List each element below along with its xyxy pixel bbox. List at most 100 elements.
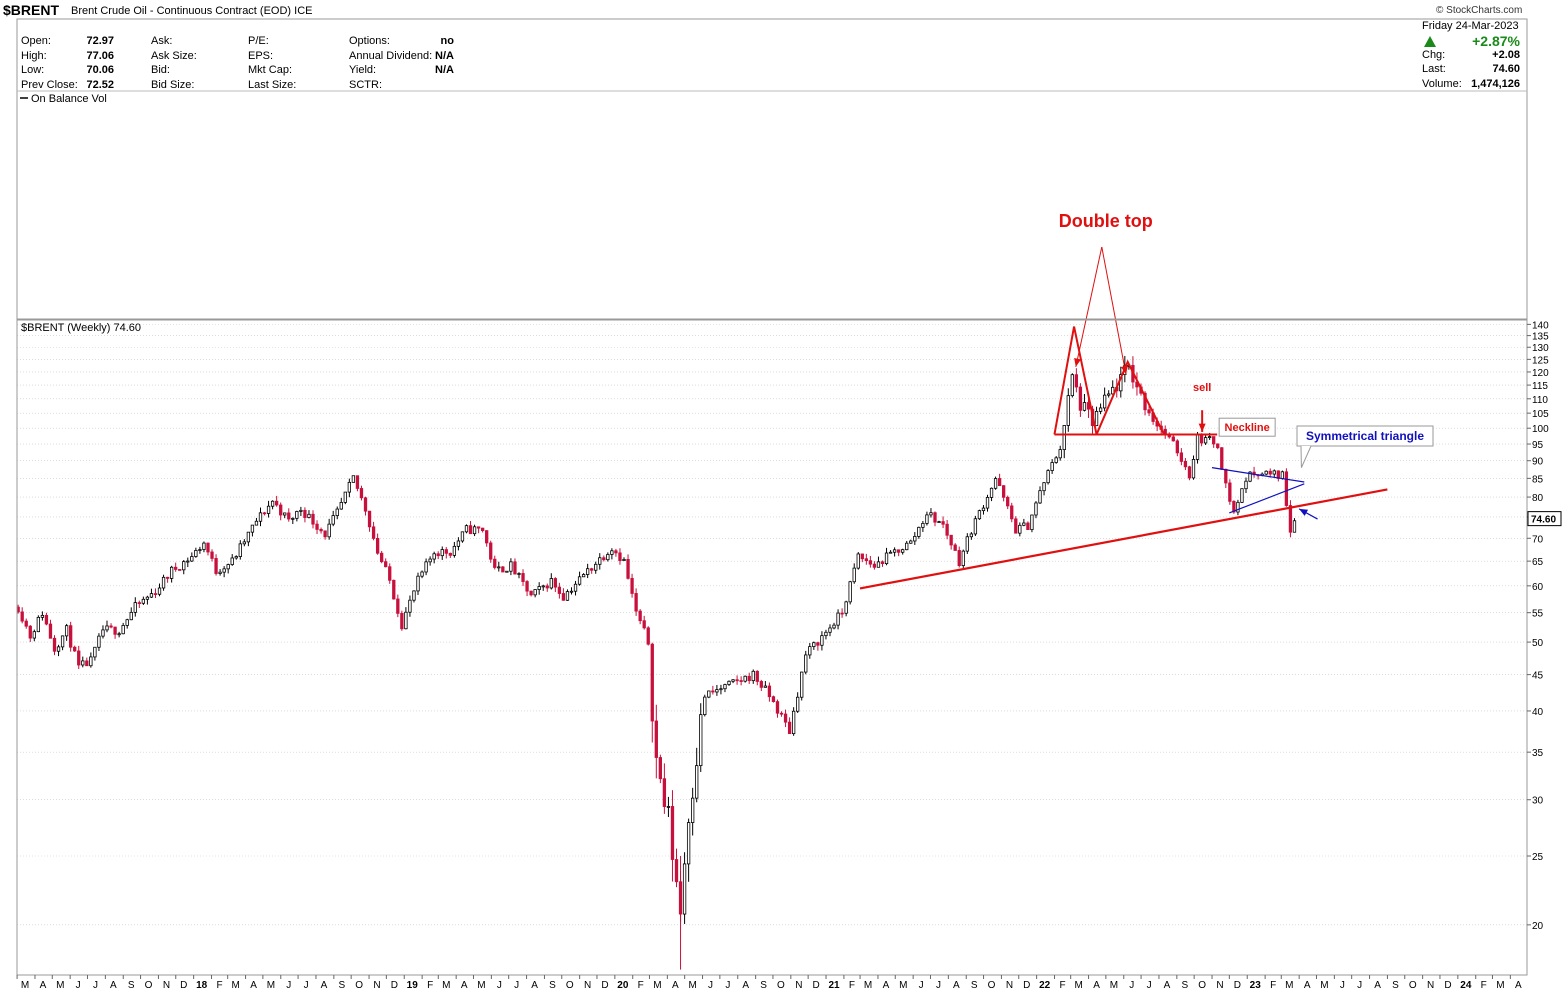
double-top-arrow-2-head xyxy=(1120,365,1128,375)
candle-body xyxy=(880,561,885,565)
candle-body xyxy=(444,549,448,554)
candle-body xyxy=(868,560,873,565)
candle-body xyxy=(1058,449,1062,459)
candle-body xyxy=(703,696,707,716)
x-tick-label: S xyxy=(339,980,346,991)
last-value: 74.60 xyxy=(1492,63,1520,75)
candle-body xyxy=(347,481,352,493)
candle-body xyxy=(73,646,77,652)
x-tick-label: O xyxy=(1409,980,1417,991)
x-tick-label: 23 xyxy=(1250,980,1262,991)
chg-value: +2.08 xyxy=(1492,49,1520,61)
candle-body xyxy=(129,611,133,621)
double-top-arrow-1-head xyxy=(1074,358,1081,367)
candle-body xyxy=(888,551,893,554)
candle-body xyxy=(254,520,259,526)
x-tick-label: 20 xyxy=(617,980,629,991)
candle-body xyxy=(505,570,509,573)
x-tick-label: A xyxy=(1374,980,1381,991)
last-price-tag-label: 74.60 xyxy=(1531,515,1556,526)
stat-label: Last Size: xyxy=(248,78,297,91)
candle-body xyxy=(1082,402,1087,411)
y-tick-label: 60 xyxy=(1532,582,1544,593)
candle-body xyxy=(590,568,594,571)
x-tick-label: F xyxy=(849,980,855,991)
candle-body xyxy=(816,642,820,646)
stat-value: N/A xyxy=(435,64,454,76)
candle-body xyxy=(121,625,125,635)
candle-body xyxy=(178,569,182,571)
candle-body xyxy=(206,542,210,553)
candle-body xyxy=(1070,374,1074,397)
candle-body xyxy=(335,508,339,517)
candle-body xyxy=(133,602,137,613)
candle-body xyxy=(602,557,606,561)
candle-body xyxy=(339,501,343,510)
axes: On Balance Vol $BRENT (Weekly) 74.60 20 25 3… xyxy=(16,18,1562,991)
y-tick-label: 55 xyxy=(1532,609,1544,620)
candle-body xyxy=(77,650,81,666)
candle-body xyxy=(424,561,428,573)
candle-body xyxy=(1175,440,1179,454)
double-top-first-peak xyxy=(1053,326,1098,435)
candle-body xyxy=(747,675,751,682)
candle-body xyxy=(283,512,287,516)
x-tick-label: O xyxy=(355,980,363,991)
candle-body xyxy=(852,567,856,583)
candle-body xyxy=(739,680,743,682)
triangle-upper-line xyxy=(1211,467,1305,483)
candle-body xyxy=(279,504,283,516)
x-tick-label: A xyxy=(672,980,679,991)
y-tick-label: 70 xyxy=(1532,534,1544,545)
candle-body xyxy=(501,566,505,573)
candle-body xyxy=(529,590,533,596)
candle-body xyxy=(97,635,101,648)
candle-body xyxy=(658,757,663,780)
candle-body xyxy=(307,513,311,518)
y-tick-label: 125 xyxy=(1532,355,1549,366)
candle-body xyxy=(945,523,949,536)
candle-body xyxy=(610,550,614,555)
y-tick-label: 35 xyxy=(1532,748,1544,759)
candle-body xyxy=(1022,522,1026,526)
x-tick-label: M xyxy=(267,980,275,991)
candle-body xyxy=(933,512,937,523)
instrument-description: Brent Crude Oil - Continuous Contract (E… xyxy=(71,5,292,17)
x-tick-label: D xyxy=(1023,980,1030,991)
stat-value: 77.06 xyxy=(86,49,114,62)
candle-body xyxy=(161,576,166,589)
candle-body xyxy=(949,534,953,546)
x-tick-label: J xyxy=(1340,980,1345,991)
x-tick-label: D xyxy=(1234,980,1241,991)
candle-body xyxy=(513,561,517,575)
candle-body xyxy=(174,566,178,570)
candle-body xyxy=(1111,386,1115,395)
candle-body xyxy=(1014,518,1018,534)
x-tick-label: M xyxy=(899,980,907,991)
y-tick-label: 80 xyxy=(1532,493,1544,504)
quote-date: Friday 24-Mar-2023 xyxy=(1422,20,1519,32)
candle-body xyxy=(452,545,457,556)
x-tick-label: D xyxy=(391,980,398,991)
candle-body xyxy=(165,576,170,579)
candle-body xyxy=(1199,433,1204,444)
x-tick-label: M xyxy=(477,980,485,991)
candle-body xyxy=(416,575,420,592)
candle-body xyxy=(751,670,755,682)
candle-body xyxy=(60,635,65,648)
candle-body xyxy=(767,685,772,698)
symbol-title: $BRENT xyxy=(3,2,60,18)
candle-body xyxy=(832,624,836,629)
double-top-second-peak xyxy=(1095,359,1165,435)
candle-body xyxy=(533,589,537,596)
candle-body xyxy=(925,514,929,524)
candle-body xyxy=(214,558,218,574)
candle-body xyxy=(775,701,780,714)
neckline-label: Neckline xyxy=(1225,422,1270,434)
candle-body xyxy=(953,544,957,551)
x-tick-label: 24 xyxy=(1460,980,1472,991)
candle-body xyxy=(1183,461,1188,468)
candle-body xyxy=(1034,502,1038,516)
x-tick-label: J xyxy=(514,980,519,991)
candle-body xyxy=(141,598,146,604)
